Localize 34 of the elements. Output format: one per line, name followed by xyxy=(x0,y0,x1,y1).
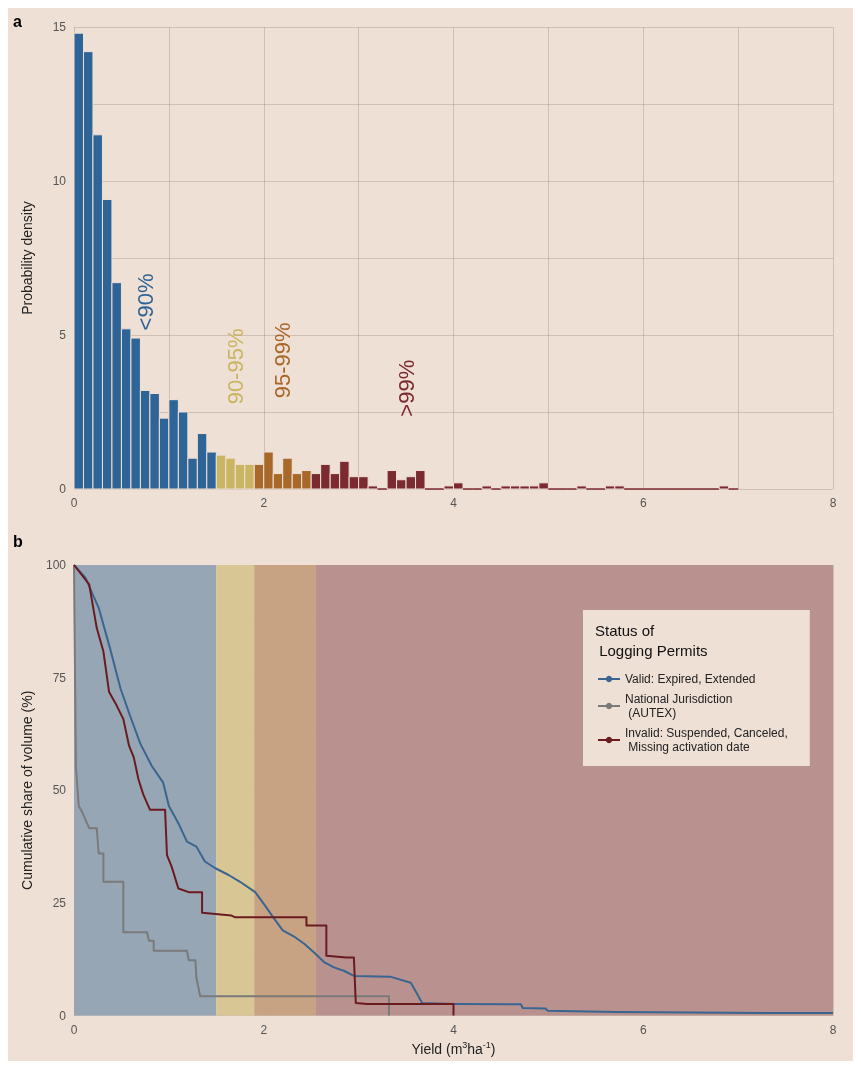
legend-title: Status of Logging Permits xyxy=(595,621,708,659)
x-tick-label: 2 xyxy=(260,496,268,510)
annotation: <90% xyxy=(132,273,158,331)
x-tick-label: 4 xyxy=(450,496,458,510)
legend-label: Valid: Expired, Extended xyxy=(625,672,756,686)
y-axis-title: Probability density xyxy=(19,201,35,315)
y-tick-label: 0 xyxy=(59,1008,67,1023)
y-axis-title: Cumulative share of volume (%) xyxy=(19,690,35,890)
chart-title: b xyxy=(13,532,23,550)
legend-label: Invalid: Suspended, Canceled, Missing activation date xyxy=(625,726,788,754)
y-tick-label: 100 xyxy=(45,558,67,572)
legend-label: National Jurisdiction (AUTEX) xyxy=(625,692,733,720)
x-tick-label: 6 xyxy=(639,1022,647,1037)
annotation: 90-95% xyxy=(222,328,248,405)
x-tick-label: 8 xyxy=(829,496,837,510)
x-tick-label: 0 xyxy=(70,1022,78,1037)
x-tick-label: 8 xyxy=(829,1022,837,1037)
line-series xyxy=(73,564,834,1014)
x-tick-label: 0 xyxy=(70,496,78,510)
chart-title: a xyxy=(13,12,22,30)
y-tick-label: 25 xyxy=(52,895,67,910)
y-tick-label: 5 xyxy=(59,328,67,342)
y-tick-label: 15 xyxy=(52,20,67,34)
y-tick-label: 75 xyxy=(52,670,67,685)
annotation: 95-99% xyxy=(270,322,296,399)
line-series xyxy=(73,564,390,1017)
x-tick-label: 4 xyxy=(450,1022,458,1037)
line-series xyxy=(73,564,455,1017)
x-tick-label: 2 xyxy=(260,1022,268,1037)
y-tick-label: 0 xyxy=(59,482,67,496)
annotation: >99% xyxy=(393,359,419,417)
y-tick-label: 10 xyxy=(52,174,67,188)
y-tick-label: 50 xyxy=(52,783,67,798)
x-tick-label: 6 xyxy=(639,496,647,510)
